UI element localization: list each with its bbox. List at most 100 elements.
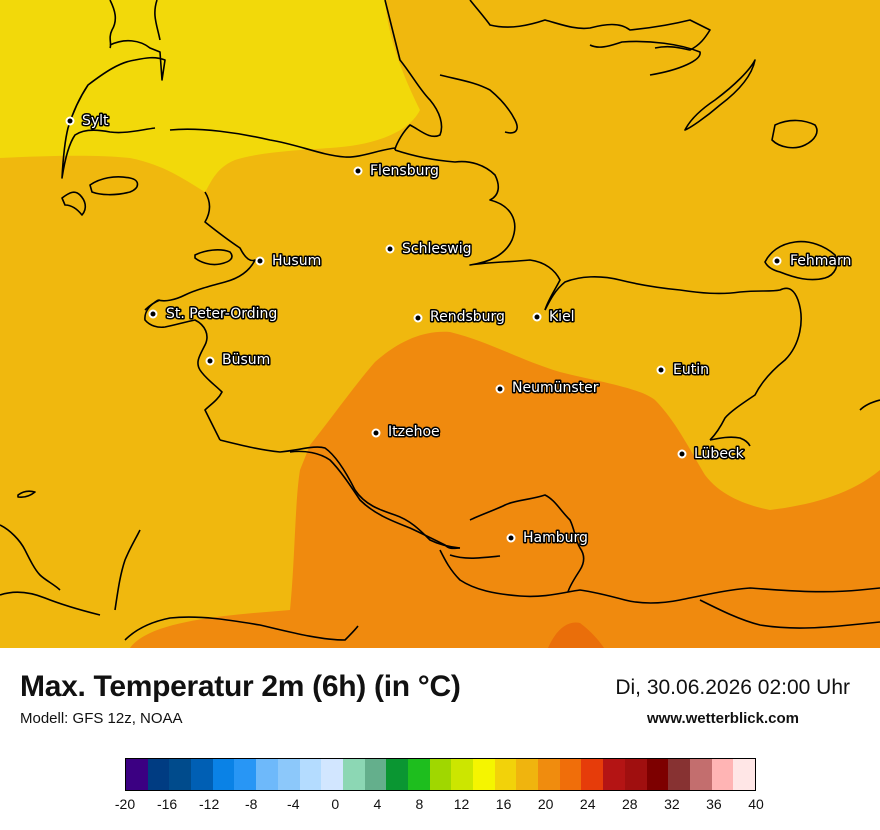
color-scale-legend [125,758,756,791]
city-marker-dot [353,166,363,176]
legend-tick-label: -20 [114,796,136,812]
legend-tick-label: -12 [199,796,220,812]
legend-tick-label: 12 [453,796,470,812]
city-label-husum: Husum [272,253,321,269]
forecast-datetime: Di, 30.06.2026 02:00 Uhr [615,676,850,699]
legend-tick-label: 8 [415,796,424,812]
city-rendsburg: Rendsburg [413,308,506,327]
legend-tick-label: 36 [706,796,722,812]
legend-swatch [386,759,408,790]
city-marker-dot [532,312,542,322]
legend-swatch [212,759,235,790]
legend-tick-label: 0 [331,796,340,812]
legend-swatch [538,759,560,790]
legend-tick-label: 4 [373,796,382,812]
legend-swatch [733,759,755,790]
city-label-hamburg: Hamburg [523,530,588,546]
legend-swatch [191,759,213,790]
city-label-rendsburg: Rendsburg [430,309,505,325]
legend-swatch [494,759,517,790]
city-label-buesum: Büsum [222,352,270,368]
city-label-st-peter-ording: St. Peter-Ording [166,306,277,322]
legend-tick-label: 28 [622,796,638,812]
legend-tick-label: 20 [537,796,554,812]
legend-swatch [451,759,473,790]
city-label-fehmarn: Fehmarn [790,253,851,269]
city-label-sylt: Sylt [82,113,109,129]
city-marker-dot [65,116,75,126]
legend-tick-label: 32 [664,796,680,812]
legend-tick-label: 40 [748,796,764,812]
legend-swatch [256,759,278,790]
legend-swatch [342,759,365,790]
city-marker-dot [656,365,666,375]
city-marker-dot [495,384,505,394]
temp-zone-16-18 [0,0,420,192]
city-sylt: Sylt [65,112,111,131]
legend-swatch [234,759,257,790]
legend-swatch [429,759,452,790]
legend-swatch [277,759,300,790]
city-marker-dot [413,313,423,323]
legend-swatch [147,759,170,790]
legend-swatch [473,759,495,790]
city-itzehoe: Itzehoe [371,423,441,442]
city-flensburg: Flensburg [353,162,440,181]
city-marker-dot [677,449,687,459]
map-footer: Max. Temperatur 2m (6h) (in °C) Modell: … [0,648,880,830]
city-luebeck: Lübeck [677,445,746,464]
city-label-neumuenster: Neumünster [512,380,599,396]
legend-swatch [668,759,690,790]
city-hamburg: Hamburg [506,529,589,548]
city-label-eutin: Eutin [673,362,709,378]
legend-tick-label: 24 [579,796,596,812]
city-fehmarn: Fehmarn [772,252,853,271]
city-schleswig: Schleswig [385,240,473,259]
legend-tick-label: -16 [156,796,178,812]
city-st-peter-ording: St. Peter-Ording [148,305,279,324]
legend-swatch [646,759,669,790]
map-title: Max. Temperatur 2m (6h) (in °C) [20,670,461,703]
legend-swatch [603,759,625,790]
city-marker-dot [371,428,381,438]
legend-swatch [126,759,148,790]
city-eutin: Eutin [656,361,710,380]
city-neumuenster: Neumünster [495,379,600,398]
city-buesum: Büsum [205,351,272,370]
model-info: Modell: GFS 12z, NOAA [20,710,183,727]
legend-swatch [711,759,734,790]
city-label-itzehoe: Itzehoe [388,424,440,440]
legend-swatch [624,759,647,790]
city-markers: Sylt Flensburg Husum Schleswig Fehmarn S… [65,112,853,548]
city-kiel: Kiel [532,308,576,327]
color-scale-ticks: -20 -16 -12 -8 -4 0 4 8 12 16 20 24 28 32 36 40 [115,796,764,816]
legend-tick-label: -8 [244,796,258,812]
legend-swatch [169,759,192,790]
city-label-flensburg: Flensburg [370,163,439,179]
temperature-map: Sylt Flensburg Husum Schleswig Fehmarn S… [0,0,880,648]
city-marker-dot [205,356,215,366]
city-label-kiel: Kiel [549,309,575,325]
legend-tick-label: 16 [495,796,512,812]
legend-swatch [299,759,322,790]
temp-zone-22-24 [548,622,604,648]
website-link[interactable]: www.wetterblick.com [647,710,799,727]
legend-swatch [689,759,712,790]
city-marker-dot [385,244,395,254]
city-marker-dot [772,256,782,266]
city-label-luebeck: Lübeck [694,446,745,462]
temp-zone-20-22 [130,331,880,648]
legend-swatch [407,759,430,790]
city-husum: Husum [255,252,323,271]
city-label-schleswig: Schleswig [402,241,471,257]
city-marker-dot [148,309,158,319]
legend-swatch [321,759,343,790]
legend-swatch [559,759,582,790]
legend-tick-label: -4 [287,796,300,812]
city-marker-dot [506,533,516,543]
legend-swatch [516,759,539,790]
city-marker-dot [255,256,265,266]
coastlines [0,0,880,641]
legend-swatch [581,759,604,790]
legend-swatch [364,759,387,790]
